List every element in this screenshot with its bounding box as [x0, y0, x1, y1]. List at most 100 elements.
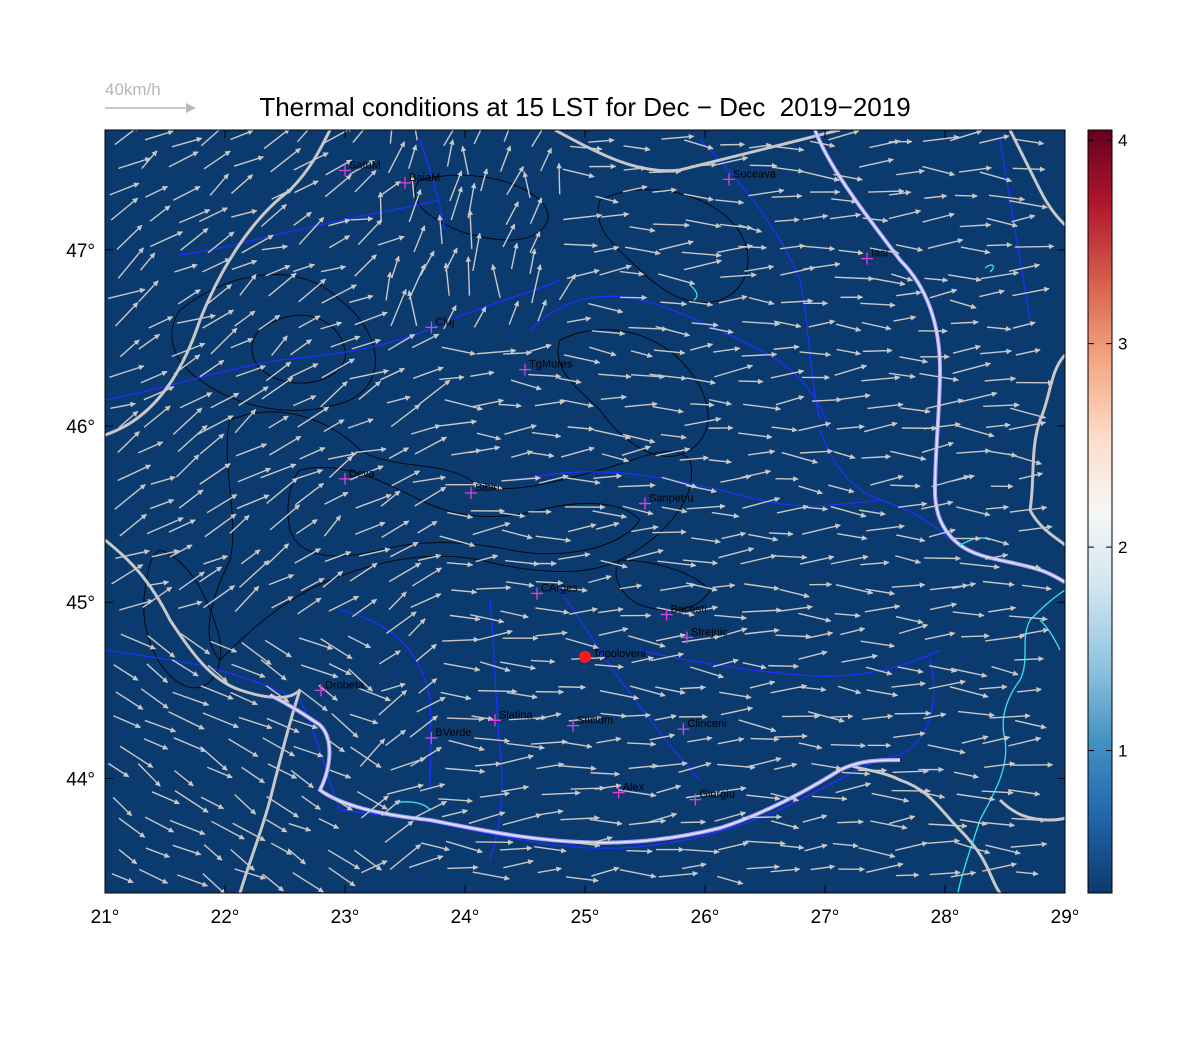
wind-arrow — [391, 255, 400, 279]
wind-arrow — [748, 188, 785, 197]
wind-arrow — [619, 270, 645, 277]
wind-arrow — [979, 134, 1010, 144]
wind-arrow — [811, 397, 843, 403]
wind-arrow — [240, 549, 261, 565]
wind-arrow — [473, 306, 487, 328]
wind-arrow — [985, 844, 1021, 856]
x-tick-label: 26° — [691, 907, 720, 928]
wind-arrow — [385, 271, 393, 301]
wind-arrow — [588, 302, 624, 314]
wind-arrow — [261, 377, 294, 400]
wind-arrow — [691, 537, 721, 545]
wind-arrow — [211, 820, 245, 840]
wind-arrow — [829, 212, 862, 220]
wind-arrow — [115, 691, 144, 710]
x-tick-label: 29° — [1051, 907, 1080, 928]
wind-arrow — [172, 185, 201, 201]
wind-arrow — [804, 843, 828, 852]
wind-arrow — [234, 310, 256, 327]
wind-arrow — [860, 302, 896, 308]
wind-arrow — [950, 667, 988, 678]
wind-arrow — [593, 473, 623, 480]
wind-arrow — [470, 614, 505, 624]
x-tick-label: 28° — [931, 907, 960, 928]
wind-arrow — [268, 574, 295, 586]
wind-arrow — [140, 370, 168, 384]
wind-arrow — [267, 763, 298, 779]
wind-arrow — [321, 284, 357, 304]
wind-arrow — [177, 874, 209, 887]
wind-arrow — [830, 554, 869, 565]
wind-arrow — [982, 735, 1011, 745]
wind-arrow — [499, 512, 526, 519]
wind-arrow — [417, 553, 442, 562]
wind-arrow — [270, 842, 293, 855]
wind-arrow — [232, 822, 266, 842]
wind-arrow — [145, 847, 171, 858]
wind-arrow — [1021, 627, 1049, 636]
wind-arrow — [299, 447, 326, 460]
wind-arrow — [505, 581, 535, 588]
wind-arrow — [318, 684, 338, 701]
temperature-field — [105, 130, 1065, 893]
wind-arrow — [625, 246, 661, 256]
wind-arrow — [472, 871, 510, 881]
wind-arrow — [950, 870, 977, 878]
wind-arrow — [714, 811, 747, 822]
wind-arrow — [741, 607, 782, 614]
wind-arrow — [199, 359, 225, 378]
wind-arrow — [119, 513, 147, 537]
wind-arrow — [678, 761, 712, 774]
wind-arrow — [630, 350, 653, 358]
wind-arrow — [685, 790, 722, 799]
x-axis: 21° 22° 23° 24° 25° 26° 27° 28° 29° — [91, 130, 1080, 928]
wind-arrow — [622, 184, 648, 193]
wind-arrow — [347, 418, 374, 429]
wind-arrow — [959, 562, 1000, 570]
wind-arrow — [718, 546, 755, 559]
wind-arrow — [230, 130, 254, 141]
wind-arrow — [681, 251, 722, 258]
wind-arrow — [600, 394, 627, 401]
wind-arrow — [265, 264, 291, 277]
wind-arrow — [228, 738, 259, 758]
wind-arrow — [840, 393, 871, 400]
wind-arrow — [377, 235, 405, 246]
wind-arrow — [714, 364, 754, 378]
city-marker — [425, 731, 438, 744]
wind-arrow — [200, 796, 225, 810]
wind-arrow — [895, 841, 928, 851]
wind-arrow — [681, 862, 707, 870]
wind-arrow — [834, 364, 868, 376]
wind-arrow — [691, 322, 719, 328]
wind-arrow — [419, 250, 435, 277]
wind-arrow — [168, 711, 205, 730]
wind-arrow — [418, 677, 438, 694]
wind-arrow — [388, 447, 410, 460]
wind-arrow — [328, 595, 360, 612]
wind-arrow — [468, 811, 506, 825]
wind-arrow — [837, 532, 868, 541]
wind-arrow — [177, 288, 201, 305]
wind-arrow — [598, 626, 629, 637]
wind-arrow — [891, 273, 914, 282]
wind-arrow — [1012, 166, 1046, 173]
wind-arrow — [952, 474, 975, 482]
wind-arrow — [413, 366, 444, 379]
wind-arrow — [265, 361, 292, 382]
wind-vectors — [107, 130, 1055, 893]
wind-arrow — [139, 252, 156, 271]
wind-arrow — [151, 549, 180, 558]
wind-arrow — [682, 605, 719, 615]
wind-arrow — [351, 598, 378, 618]
wind-arrow — [239, 273, 257, 296]
wind-arrow — [354, 254, 377, 277]
wind-arrow — [301, 795, 321, 811]
wind-arrow — [985, 422, 1011, 429]
wind-arrow — [529, 343, 552, 353]
wind-arrow — [169, 544, 193, 558]
wind-arrow — [919, 791, 946, 800]
wind-arrow — [236, 494, 270, 510]
wind-arrow — [770, 792, 800, 802]
